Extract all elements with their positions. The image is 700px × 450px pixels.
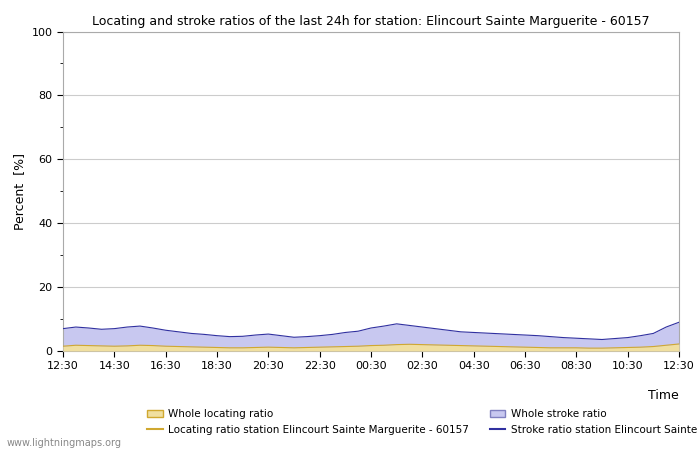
Title: Locating and stroke ratios of the last 24h for station: Elincourt Sainte Marguer: Locating and stroke ratios of the last 2… — [92, 14, 650, 27]
Text: Time: Time — [648, 389, 679, 402]
Legend: Whole locating ratio, Locating ratio station Elincourt Sainte Marguerite - 60157: Whole locating ratio, Locating ratio sta… — [143, 405, 700, 439]
Text: www.lightningmaps.org: www.lightningmaps.org — [7, 438, 122, 448]
Y-axis label: Percent  [%]: Percent [%] — [13, 153, 26, 230]
